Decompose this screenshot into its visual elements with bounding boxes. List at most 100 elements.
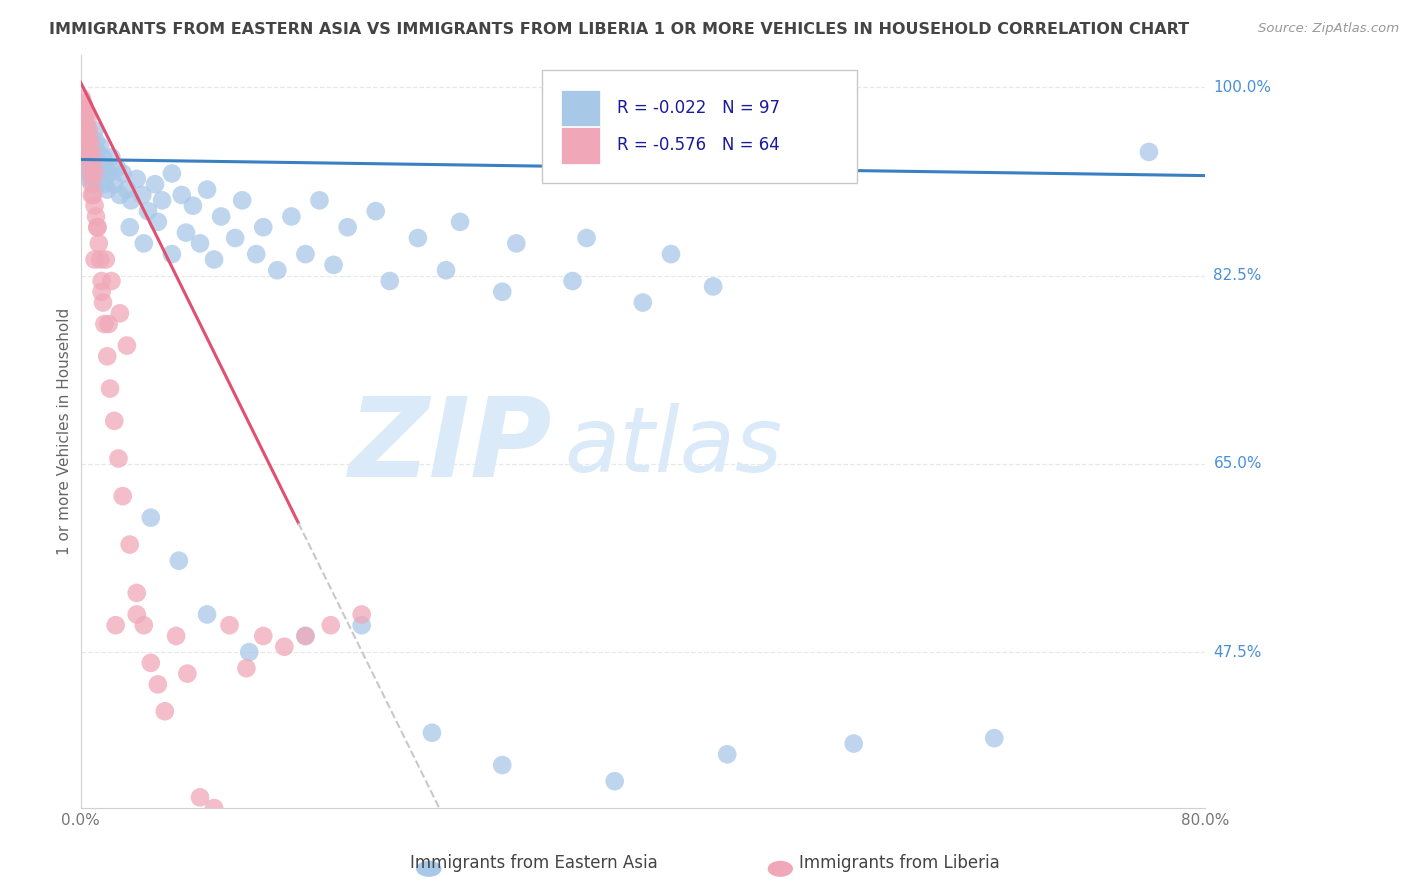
Point xyxy=(659,247,682,261)
Point xyxy=(87,155,110,169)
Point xyxy=(98,382,121,396)
Point xyxy=(165,629,187,643)
Point xyxy=(252,220,274,235)
Point xyxy=(364,204,387,219)
Point xyxy=(111,166,134,180)
FancyBboxPatch shape xyxy=(541,70,856,183)
Point xyxy=(218,618,240,632)
Point xyxy=(70,107,93,121)
Point xyxy=(188,790,211,805)
Point xyxy=(80,178,103,192)
Point xyxy=(73,123,96,137)
Point xyxy=(84,134,107,148)
Point xyxy=(73,155,96,169)
Point xyxy=(294,629,316,643)
Text: ZIP: ZIP xyxy=(349,393,553,500)
Text: 47.5%: 47.5% xyxy=(1213,645,1261,659)
Point xyxy=(103,414,125,428)
Point xyxy=(195,183,218,197)
Point xyxy=(505,236,527,251)
Point xyxy=(105,161,128,175)
Point xyxy=(575,231,598,245)
Point xyxy=(132,618,155,632)
Y-axis label: 1 or more Vehicles in Household: 1 or more Vehicles in Household xyxy=(58,308,72,555)
Point xyxy=(319,618,342,632)
Point xyxy=(108,306,131,320)
Point xyxy=(97,166,120,180)
Point xyxy=(188,236,211,251)
Point xyxy=(842,737,865,751)
Point xyxy=(70,102,93,116)
Point xyxy=(170,188,193,202)
Point xyxy=(350,618,373,632)
Point xyxy=(75,118,97,132)
Point xyxy=(336,220,359,235)
Point xyxy=(143,178,166,192)
Point xyxy=(75,107,97,121)
Point xyxy=(125,586,148,600)
Point xyxy=(93,178,115,192)
Point xyxy=(72,128,94,143)
Point xyxy=(235,661,257,675)
Text: R = -0.576   N = 64: R = -0.576 N = 64 xyxy=(617,136,780,154)
Point xyxy=(76,112,98,127)
Point xyxy=(702,279,724,293)
Point xyxy=(70,123,93,137)
Point xyxy=(79,134,101,148)
Point xyxy=(420,726,443,740)
Point xyxy=(83,166,105,180)
Point xyxy=(77,171,100,186)
Point xyxy=(132,236,155,251)
Point xyxy=(104,618,127,632)
Point xyxy=(103,178,125,192)
Text: Immigrants from Eastern Asia: Immigrants from Eastern Asia xyxy=(411,855,658,872)
Point xyxy=(80,188,103,202)
Point xyxy=(86,220,108,235)
Point xyxy=(96,183,118,197)
Point xyxy=(181,199,204,213)
Text: 100.0%: 100.0% xyxy=(1213,80,1271,95)
Text: R = -0.022   N = 97: R = -0.022 N = 97 xyxy=(617,99,780,117)
Point xyxy=(80,139,103,153)
Point xyxy=(72,107,94,121)
Point xyxy=(73,139,96,153)
Point xyxy=(90,274,112,288)
Point xyxy=(983,731,1005,746)
Point xyxy=(350,607,373,622)
Point xyxy=(434,263,457,277)
Text: 82.5%: 82.5% xyxy=(1213,268,1261,283)
Point xyxy=(84,210,107,224)
Point xyxy=(82,171,104,186)
Bar xyxy=(561,90,600,126)
Point xyxy=(160,166,183,180)
Point xyxy=(294,629,316,643)
Point xyxy=(84,166,107,180)
Point xyxy=(176,666,198,681)
Point xyxy=(77,128,100,143)
Text: Source: ZipAtlas.com: Source: ZipAtlas.com xyxy=(1258,22,1399,36)
Point xyxy=(150,194,173,208)
Point xyxy=(72,118,94,132)
Point xyxy=(79,161,101,175)
Point xyxy=(118,220,141,235)
Point xyxy=(115,338,138,352)
Point xyxy=(76,155,98,169)
Point xyxy=(139,656,162,670)
Point xyxy=(167,554,190,568)
Point xyxy=(111,489,134,503)
Point xyxy=(118,537,141,551)
Point xyxy=(87,236,110,251)
Point xyxy=(280,210,302,224)
Point xyxy=(70,91,93,105)
Point xyxy=(82,145,104,159)
Point xyxy=(758,91,780,105)
Point xyxy=(107,451,129,466)
Point xyxy=(273,640,295,654)
Point xyxy=(93,317,115,331)
Text: Immigrants from Liberia: Immigrants from Liberia xyxy=(800,855,1000,872)
Point xyxy=(100,274,122,288)
Point xyxy=(202,801,225,815)
Point xyxy=(75,145,97,159)
Point xyxy=(160,247,183,261)
Point xyxy=(75,139,97,153)
